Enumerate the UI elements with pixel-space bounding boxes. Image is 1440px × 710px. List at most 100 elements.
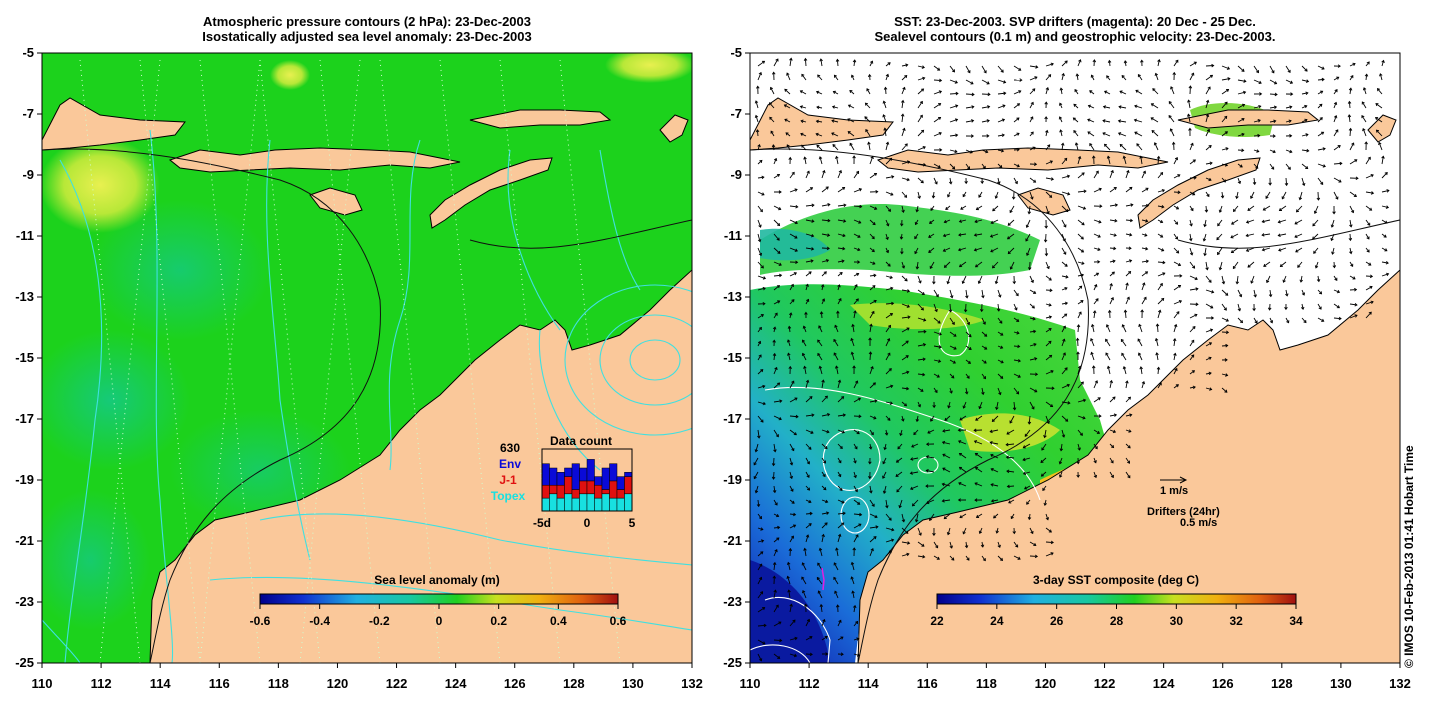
- right-lat-tick-label: -17: [723, 411, 742, 426]
- velocity-arrowhead: [1105, 338, 1109, 342]
- velocity-arrowhead: [984, 346, 988, 350]
- velocity-arrow: [981, 555, 986, 561]
- copyright-credit: © IMOS 10-Feb-2013 01:41 Hobart Time: [1402, 445, 1416, 668]
- velocity-arrowhead: [1005, 455, 1009, 460]
- velocity-arrowhead: [942, 233, 947, 238]
- velocity-arrowhead: [901, 418, 905, 422]
- velocity-arrow: [949, 79, 958, 84]
- velocity-arrow: [837, 499, 845, 504]
- velocity-arrow: [769, 102, 775, 109]
- velocity-arrowhead: [1378, 141, 1382, 146]
- velocity-arrowhead: [1171, 141, 1176, 145]
- velocity-arrowhead: [795, 260, 799, 265]
- right-australia-land: [857, 269, 1400, 663]
- inset-bar-j1: [616, 489, 625, 499]
- velocity-arrowhead: [1384, 220, 1388, 224]
- velocity-arrow: [1061, 302, 1068, 305]
- velocity-arrow: [916, 205, 919, 212]
- velocity-arrow: [882, 471, 887, 479]
- velocity-arrowhead: [1220, 195, 1225, 199]
- velocity-arrow: [1205, 177, 1212, 181]
- velocity-arrow: [1109, 457, 1114, 464]
- velocity-arrowhead: [1009, 209, 1013, 214]
- velocity-arrowhead: [888, 324, 891, 328]
- right-island-north: [1177, 109, 1320, 129]
- drifter-legend-scale: 0.5 m/s: [1180, 517, 1217, 529]
- velocity-arrow: [910, 457, 919, 460]
- velocity-arrow: [1073, 117, 1079, 123]
- velocity-arrowhead: [1024, 433, 1028, 437]
- velocity-arrow: [1157, 172, 1163, 179]
- velocity-arrowhead: [1204, 209, 1209, 213]
- velocity-arrow: [1269, 93, 1278, 96]
- velocity-arrow: [1231, 247, 1239, 253]
- velocity-arrow: [1278, 233, 1287, 237]
- velocity-arrow: [1168, 101, 1175, 109]
- velocity-arrowhead: [1081, 261, 1085, 265]
- velocity-arrow: [928, 233, 935, 238]
- velocity-arrowhead: [791, 299, 795, 303]
- velocity-arrow: [1281, 191, 1287, 200]
- velocity-arrowhead: [883, 446, 887, 451]
- inset-bar-j1: [609, 480, 618, 499]
- velocity-arrow: [755, 115, 759, 123]
- right-colorbar-ticks: 22 24 26 28 30 32 34: [930, 604, 1303, 628]
- velocity-arrowhead: [1000, 345, 1004, 349]
- velocity-arrowhead: [841, 396, 845, 400]
- velocity-arrowhead: [1107, 309, 1112, 313]
- velocity-arrowhead: [850, 576, 854, 580]
- velocity-arrow: [757, 639, 766, 645]
- velocity-arrowhead: [858, 188, 863, 192]
- velocity-arrow: [933, 303, 938, 312]
- velocity-arrow: [965, 387, 968, 394]
- velocity-arrowhead: [1111, 271, 1115, 275]
- velocity-arrowhead: [1066, 383, 1071, 388]
- velocity-arrowhead: [987, 92, 991, 97]
- velocity-arrowhead: [889, 275, 893, 280]
- velocity-arrowhead: [978, 530, 983, 534]
- velocity-arrow: [1119, 90, 1127, 95]
- right-lon-tick-label: 112: [799, 676, 820, 691]
- velocity-arrow: [1029, 541, 1037, 546]
- velocity-arrow: [997, 119, 1005, 123]
- left-lat-tick-label: -25: [15, 655, 34, 670]
- velocity-arrowhead: [1050, 540, 1054, 545]
- velocity-arrow: [1262, 219, 1271, 223]
- velocity-arrowhead: [1109, 282, 1113, 287]
- velocity-arrowhead: [890, 192, 894, 196]
- velocity-arrowhead: [806, 474, 810, 478]
- velocity-arrowhead: [1206, 193, 1210, 198]
- velocity-arrowhead: [922, 357, 926, 361]
- inset-bar-env: [601, 467, 610, 490]
- velocity-arrow: [959, 415, 967, 421]
- velocity-arrow: [1118, 132, 1127, 137]
- velocity-arrowhead: [909, 486, 914, 491]
- velocity-arrow: [933, 373, 940, 378]
- velocity-arrowhead: [1000, 149, 1005, 153]
- velocity-arrowhead: [1339, 161, 1343, 166]
- velocity-arrowhead: [991, 265, 996, 269]
- velocity-arrow: [1279, 205, 1287, 211]
- velocity-arrow: [901, 401, 907, 407]
- velocity-arrowhead: [981, 295, 985, 299]
- velocity-arrowhead: [1045, 129, 1049, 134]
- velocity-arrowhead: [819, 58, 823, 62]
- velocity-arrow: [757, 144, 761, 151]
- velocity-arrowhead: [1186, 113, 1191, 117]
- velocity-arrowhead: [971, 105, 975, 109]
- velocity-arrow: [1138, 74, 1143, 81]
- velocity-arrowhead: [922, 146, 926, 150]
- velocity-arrowhead: [910, 457, 914, 461]
- velocity-arrowhead: [1191, 354, 1195, 358]
- velocity-arrow: [1123, 366, 1127, 375]
- velocity-arrow: [1007, 219, 1015, 226]
- velocity-arrowhead: [905, 530, 909, 534]
- velocity-arrowhead: [1110, 474, 1114, 479]
- velocity-arrowhead: [1160, 234, 1164, 238]
- velocity-arrow: [821, 380, 824, 389]
- velocity-arrowhead: [1130, 203, 1134, 207]
- velocity-arrowhead: [948, 181, 953, 185]
- velocity-arrowhead: [803, 57, 808, 61]
- left-island-timor: [429, 157, 553, 229]
- velocity-arrowhead: [986, 119, 990, 123]
